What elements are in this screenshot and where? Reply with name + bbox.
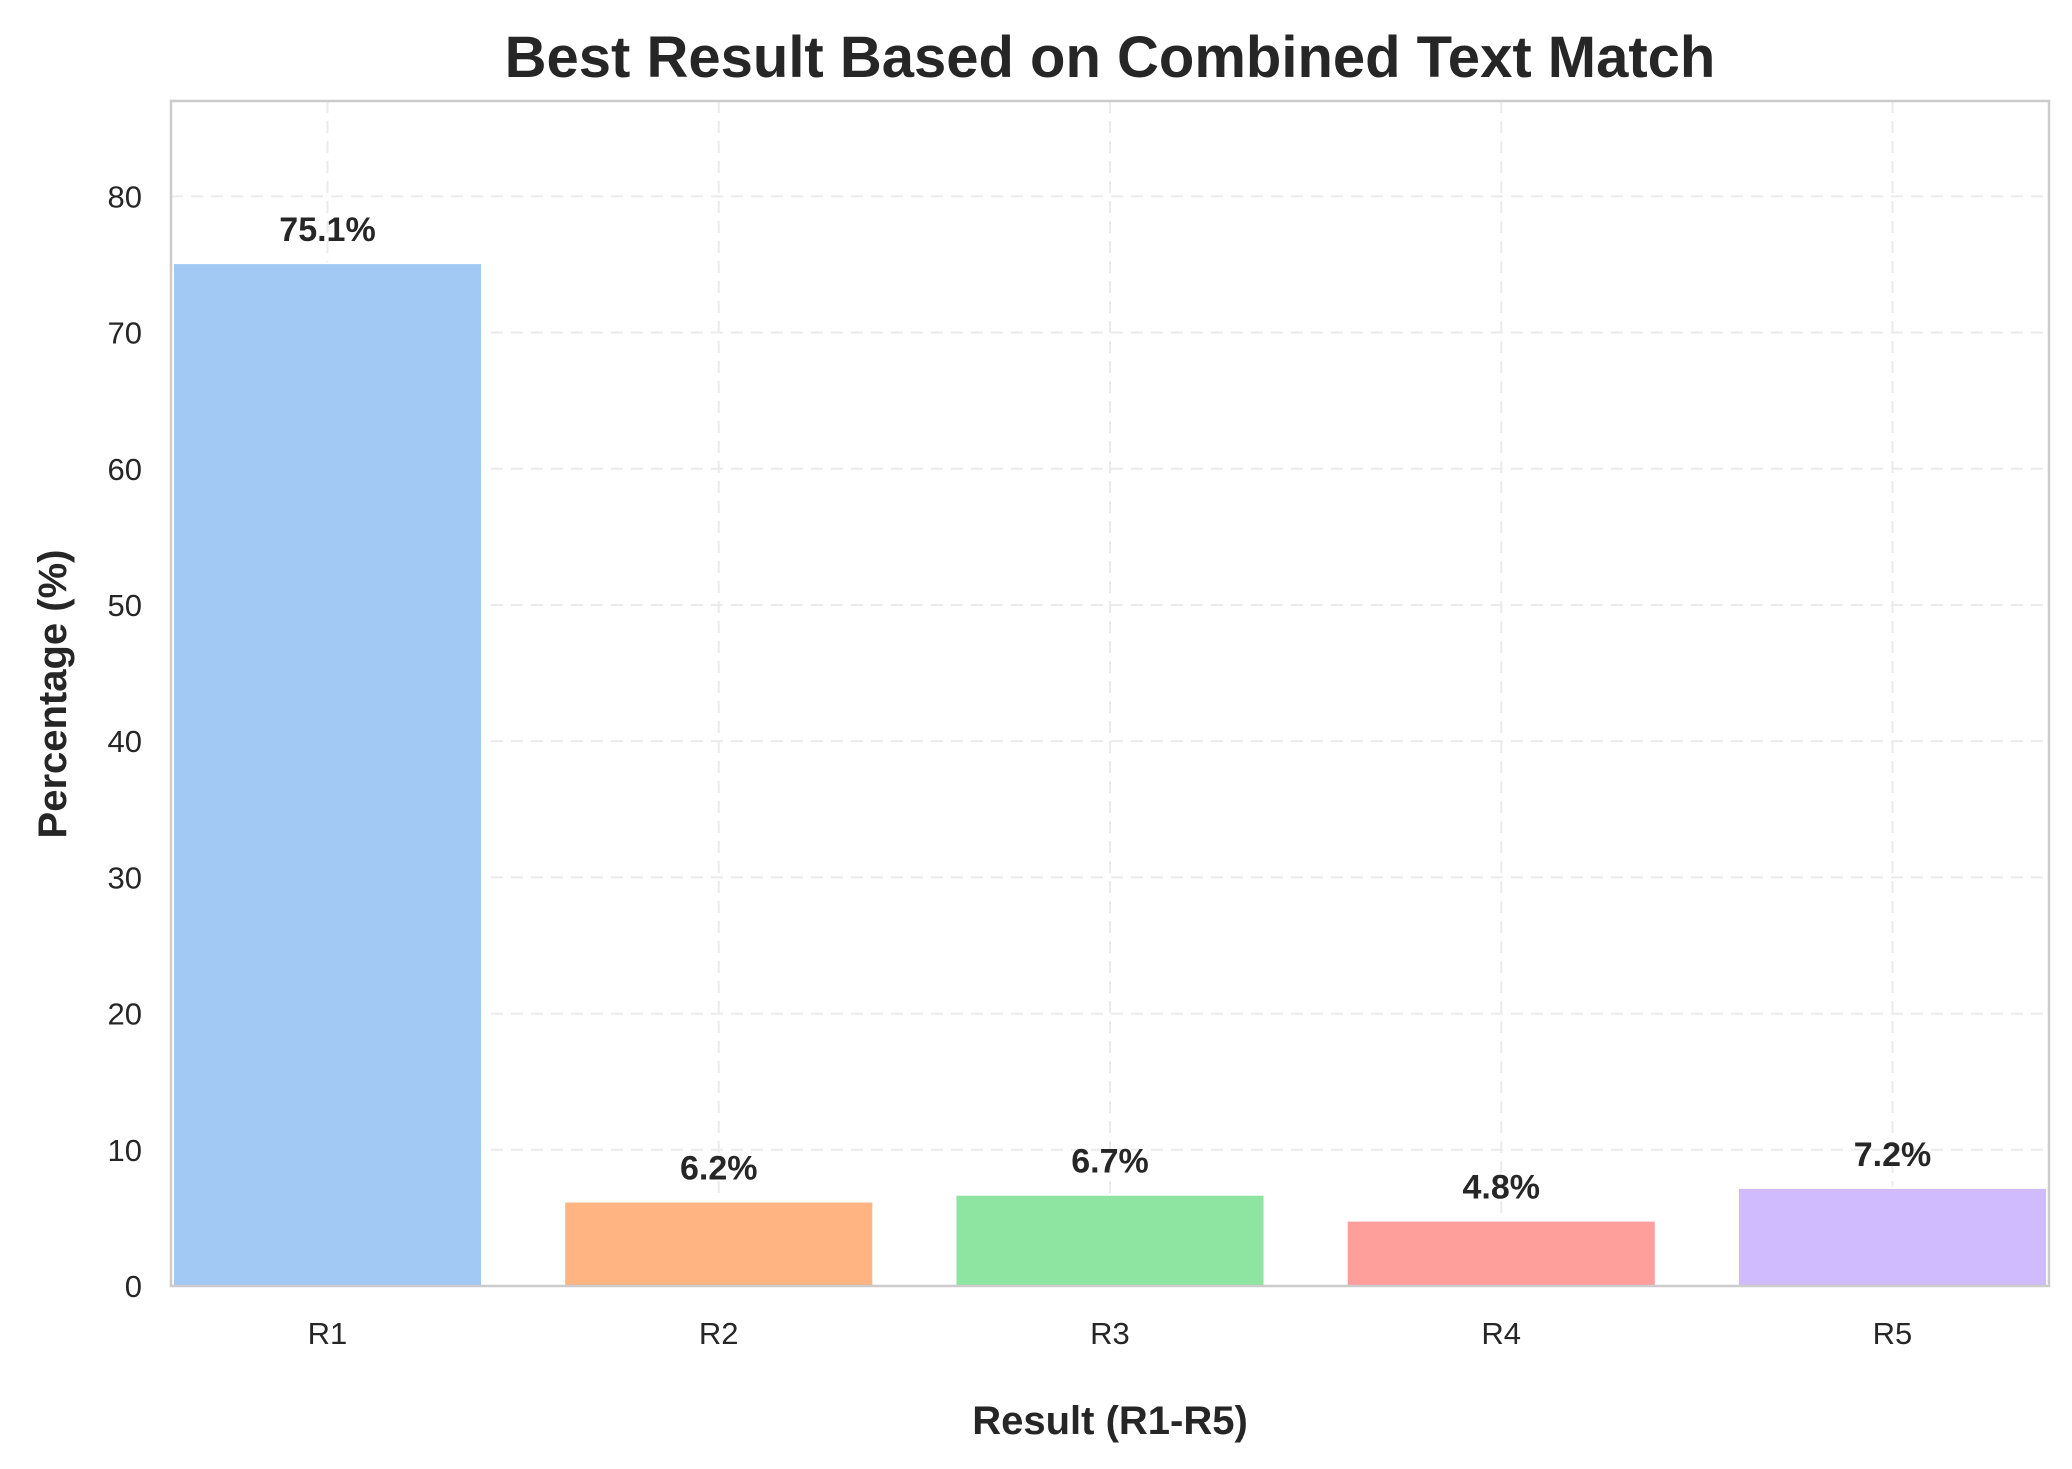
y-tick-label: 70 — [108, 316, 142, 351]
data-label: 7.2% — [1854, 1136, 1932, 1174]
data-label: 4.8% — [1463, 1169, 1541, 1207]
x-axis-label: Result (R1-R5) — [972, 1399, 1248, 1443]
data-label: 6.7% — [1071, 1143, 1149, 1181]
bars — [171, 262, 2049, 1288]
x-tick-label: R2 — [699, 1316, 739, 1351]
bar-r2 — [563, 1200, 875, 1288]
data-labels: 75.1% 6.2% 6.7% 4.8% 7.2% — [279, 211, 1931, 1207]
y-tick-label: 80 — [108, 179, 142, 214]
y-tick-label: 10 — [108, 1133, 142, 1168]
x-tick-label: R4 — [1481, 1316, 1521, 1351]
x-tick-label: R1 — [308, 1316, 348, 1351]
x-tick-label: R5 — [1873, 1316, 1913, 1351]
plot-frame — [169, 99, 2051, 1288]
y-tick-label: 40 — [108, 724, 142, 759]
data-label: 6.2% — [680, 1150, 758, 1188]
bar-r5 — [1736, 1186, 2049, 1287]
y-tick-label: 60 — [108, 452, 142, 487]
bar-r1 — [171, 262, 484, 1288]
bar-r3 — [954, 1193, 1266, 1287]
y-tick-label: 0 — [125, 1269, 142, 1304]
data-label: 75.1% — [279, 211, 375, 249]
y-tick-label: 30 — [108, 860, 142, 895]
tick-labels: 0 10 20 30 40 50 60 70 80 R1 R2 R3 R4 R5 — [108, 179, 1913, 1351]
chart-title: Best Result Based on Combined Text Match — [505, 25, 1716, 90]
y-tick-label: 50 — [108, 588, 142, 623]
y-tick-label: 20 — [108, 997, 142, 1032]
y-axis-label: Percentage (%) — [31, 550, 75, 839]
bar-r4 — [1345, 1219, 1657, 1288]
x-tick-label: R3 — [1090, 1316, 1130, 1351]
